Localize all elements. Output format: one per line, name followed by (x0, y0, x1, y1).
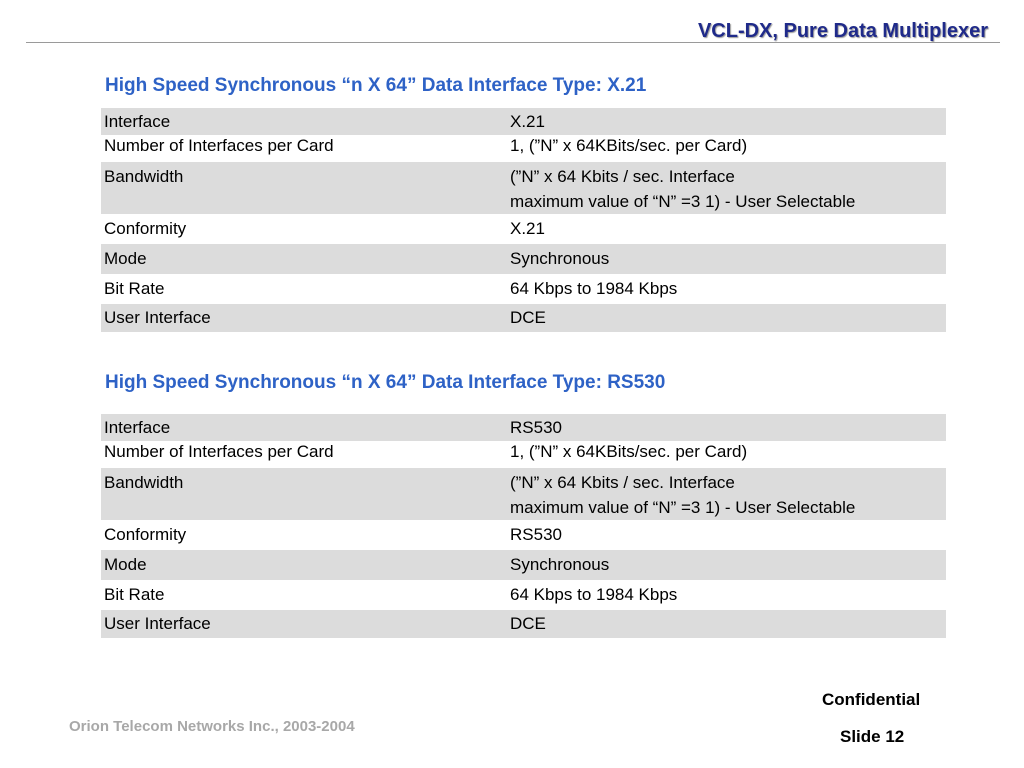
row-value: DCE (510, 308, 546, 327)
row-value: 64 Kbps to 1984 Kbps (510, 279, 678, 298)
row-value: (”N” x 64 Kbits / sec. Interface maximum… (510, 470, 946, 520)
row-value: (”N” x 64 Kbits / sec. Interface maximum… (510, 164, 946, 214)
row-value: Synchronous (510, 249, 610, 268)
row-label: Bit Rate (104, 279, 165, 298)
row-label: Bandwidth (104, 167, 184, 186)
row-value: 64 Kbps to 1984 Kbps (510, 585, 678, 604)
spec-table-x21: Interface X.21 Number of Interfaces per … (101, 108, 946, 332)
footer-confidential: Confidential (822, 690, 921, 709)
row-label: Mode (104, 555, 147, 574)
table-row: Conformity X.21 (101, 214, 946, 244)
row-value-line: (”N” x 64 Kbits / sec. Interface (510, 473, 735, 492)
table-row: Number of Interfaces per Card 1, (”N” x … (101, 441, 946, 468)
row-label: Conformity (104, 525, 187, 544)
table-row: Bit Rate 64 Kbps to 1984 Kbps (101, 580, 946, 610)
row-value: Synchronous (510, 555, 610, 574)
row-label: Mode (104, 249, 147, 268)
table-row: Interface RS530 (101, 414, 946, 441)
row-label: User Interface (104, 308, 211, 327)
table-row: Interface X.21 (101, 108, 946, 135)
table-row: Bandwidth (”N” x 64 Kbits / sec. Interfa… (101, 162, 946, 214)
table-row: Mode Synchronous (101, 550, 946, 580)
row-label: Number of Interfaces per Card (104, 442, 334, 461)
table-row: Number of Interfaces per Card 1, (”N” x … (101, 135, 946, 162)
table-row: Bandwidth (”N” x 64 Kbits / sec. Interfa… (101, 468, 946, 520)
row-value: DCE (510, 614, 546, 633)
row-label: User Interface (104, 614, 211, 633)
table-row: Bit Rate 64 Kbps to 1984 Kbps (101, 274, 946, 304)
table-row: Conformity RS530 (101, 520, 946, 550)
spec-table-rs530: Interface RS530 Number of Interfaces per… (101, 414, 946, 638)
row-value-line: (”N” x 64 Kbits / sec. Interface (510, 167, 735, 186)
row-label: Number of Interfaces per Card (104, 136, 334, 155)
row-label: Interface (104, 112, 171, 131)
table-row: User Interface DCE (101, 304, 946, 332)
row-value: RS530 (510, 418, 562, 437)
row-value: X.21 (510, 219, 545, 238)
row-value-line: maximum value of “N” =3 1) - User Select… (510, 498, 856, 517)
header-divider (26, 42, 1000, 43)
footer-company: Orion Telecom Networks Inc., 2003-2004 (69, 718, 355, 735)
section-title-rs530: High Speed Synchronous “n X 64” Data Int… (105, 372, 666, 393)
row-value: 1, (”N” x 64KBits/sec. per Card) (510, 442, 748, 461)
row-value: RS530 (510, 525, 562, 544)
row-value: X.21 (510, 112, 545, 131)
row-label: Conformity (104, 219, 187, 238)
row-label: Bandwidth (104, 473, 184, 492)
row-label: Interface (104, 418, 171, 437)
footer-slide-number: Slide 12 (840, 727, 905, 746)
row-value-line: maximum value of “N” =3 1) - User Select… (510, 192, 856, 211)
row-label: Bit Rate (104, 585, 165, 604)
row-value: 1, (”N” x 64KBits/sec. per Card) (510, 136, 748, 155)
header-title: VCL-DX, Pure Data Multiplexer (697, 20, 988, 42)
table-row: Mode Synchronous (101, 244, 946, 274)
section-title-x21: High Speed Synchronous “n X 64” Data Int… (105, 75, 647, 96)
table-row: User Interface DCE (101, 610, 946, 638)
